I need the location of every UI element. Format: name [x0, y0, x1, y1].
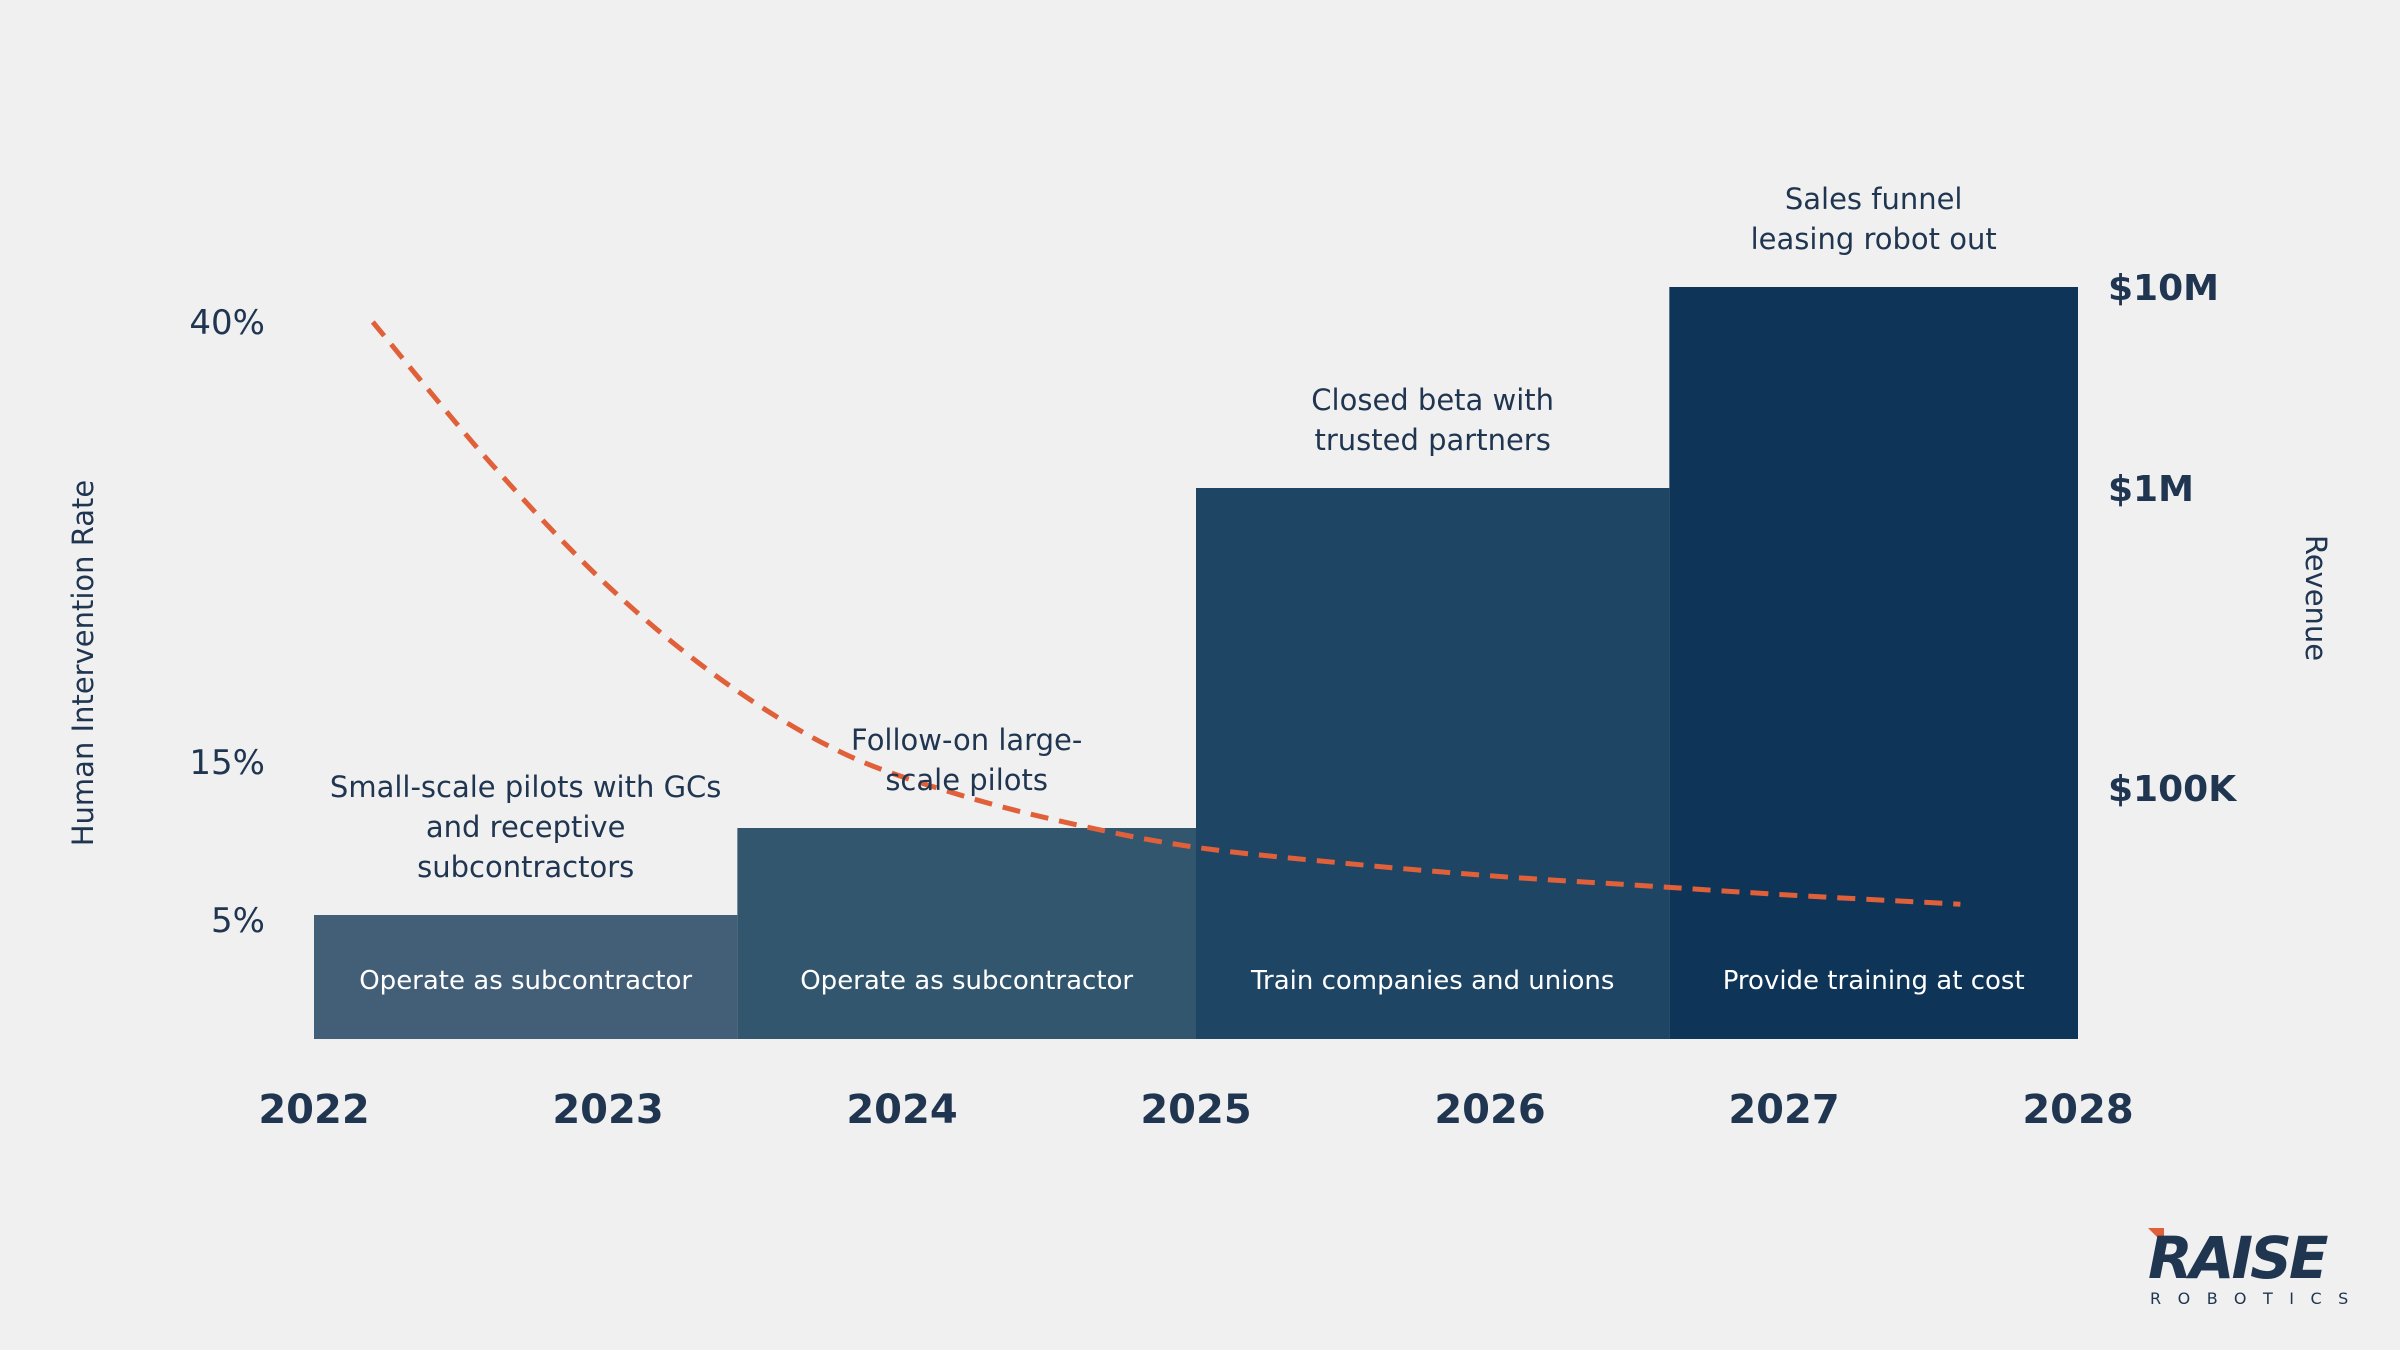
x-tick-label: 2028 — [2022, 1087, 2133, 1133]
logo-wordmark: RAISE — [2148, 1228, 2328, 1292]
logo-accent-shape — [2148, 1228, 2164, 1244]
phase-annotation-line: leasing robot out — [1751, 222, 1997, 256]
intervention-curve-layer — [370, 320, 1961, 907]
left-tick-label: 5% — [211, 901, 265, 941]
right-tick-label: $1M — [2108, 469, 2194, 510]
phase-annotation-line: Small-scale pilots with GCs — [330, 770, 722, 804]
phase-bar — [1196, 488, 1670, 1039]
phase-bar-label: Operate as subcontractor — [359, 966, 692, 996]
phase-annotation-line: scale pilots — [885, 763, 1048, 797]
phase-bars — [314, 287, 2078, 1039]
phase-bar — [314, 915, 738, 1039]
x-tick-label: 2022 — [258, 1087, 369, 1133]
x-tick-label: 2025 — [1140, 1087, 1251, 1133]
phase-annotation-line: Follow-on large- — [851, 723, 1082, 757]
x-tick-label: 2026 — [1434, 1087, 1545, 1133]
phase-bar — [737, 828, 1196, 1039]
left-tick-label: 15% — [189, 743, 265, 783]
phase-annotation-line: Closed beta with — [1311, 383, 1554, 417]
x-tick-label: 2027 — [1728, 1087, 1839, 1133]
logo-subtitle: ROBOTICS — [2150, 1289, 2362, 1308]
phase-annotation-line: trusted partners — [1314, 423, 1550, 457]
phase-bar-label: Operate as subcontractor — [800, 966, 1133, 996]
left-axis-title: Human Intervention Rate — [66, 480, 100, 847]
phase-bar-label: Provide training at cost — [1723, 966, 2025, 996]
right-axis-title: Revenue — [2299, 535, 2333, 661]
right-tick-label: $100K — [2108, 769, 2237, 810]
x-tick-label: 2024 — [846, 1087, 957, 1133]
phase-bar — [1669, 287, 2078, 1039]
phase-annotation-line: and receptive — [426, 810, 626, 844]
left-tick-label: 40% — [189, 303, 265, 343]
x-tick-label: 2023 — [552, 1087, 663, 1133]
phase-annotation-line: Sales funnel — [1785, 182, 1963, 216]
right-tick-label: $10M — [2108, 268, 2219, 309]
raise-robotics-logo: RAISE ROBOTICS — [2148, 1228, 2362, 1308]
chart-labels: Operate as subcontractor Small-scale pilo… — [66, 182, 2333, 1133]
intervention-rate-curve — [370, 320, 1961, 907]
phase-bar-label: Train companies and unions — [1250, 966, 1614, 996]
phase-annotation-line: subcontractors — [417, 850, 634, 884]
